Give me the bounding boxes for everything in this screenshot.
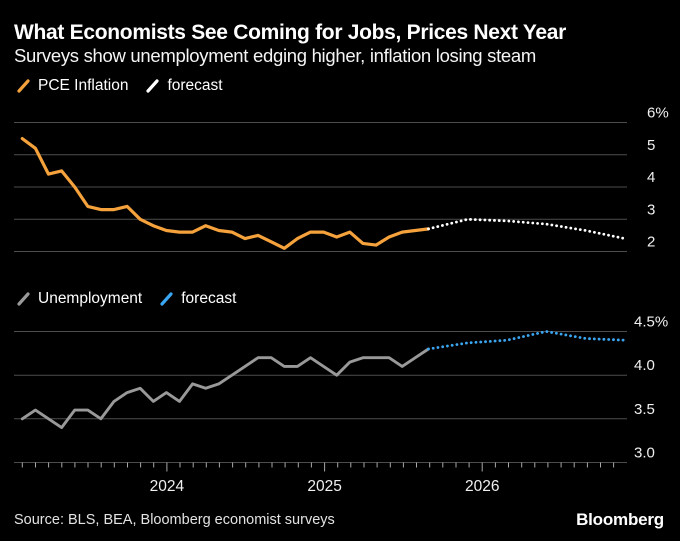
unemployment-slash-icon — [16, 291, 31, 307]
bloomberg-logo: Bloomberg — [576, 510, 664, 529]
inflation-ytick-label-3: 3 — [647, 201, 655, 218]
unemployment-forecast-line — [426, 330, 627, 351]
source-note: Source: BLS, BEA, Bloomberg economist su… — [14, 512, 335, 528]
inflation-ytick-label-4: 4 — [647, 169, 655, 186]
unemployment-forecast-slash-icon — [159, 291, 174, 307]
pce-inflation-slash-icon — [16, 78, 31, 94]
inflation-forecast-slash-icon — [145, 78, 160, 94]
x-axis-year-label-2026: 2026 — [465, 478, 499, 495]
unemployment-legend: Unemployment forecast — [16, 290, 253, 308]
inflation-forecast-legend-label: forecast — [167, 77, 223, 94]
unemployment-forecast-legend-label: forecast — [181, 290, 237, 307]
chart-subtitle: Surveys show unemployment edging higher,… — [14, 45, 537, 66]
pce-inflation-legend-label: PCE Inflation — [38, 77, 129, 94]
unemployment-line — [20, 347, 430, 430]
inflation-ytick-label-2: 2 — [647, 234, 655, 251]
inflation-line — [20, 137, 430, 250]
chart-title: What Economists See Coming for Jobs, Pri… — [14, 21, 567, 44]
x-axis-year-label-2024: 2024 — [150, 478, 185, 495]
unemployment-ytick-label-3.0: 3.0 — [634, 445, 655, 462]
unemployment-ytick-label-4.5%: 4.5% — [634, 314, 668, 331]
inflation-ytick-label-6%: 6% — [647, 105, 669, 122]
inflation-ytick-label-5: 5 — [647, 137, 655, 154]
unemployment-ytick-label-4.0: 4.0 — [634, 357, 655, 374]
inflation-legend: PCE Inflation forecast — [16, 77, 240, 95]
unemployment-legend-label: Unemployment — [38, 290, 143, 307]
unemployment-ytick-label-3.5: 3.5 — [634, 401, 655, 418]
x-axis-year-label-2025: 2025 — [307, 478, 341, 495]
inflation-forecast-line — [426, 217, 627, 241]
